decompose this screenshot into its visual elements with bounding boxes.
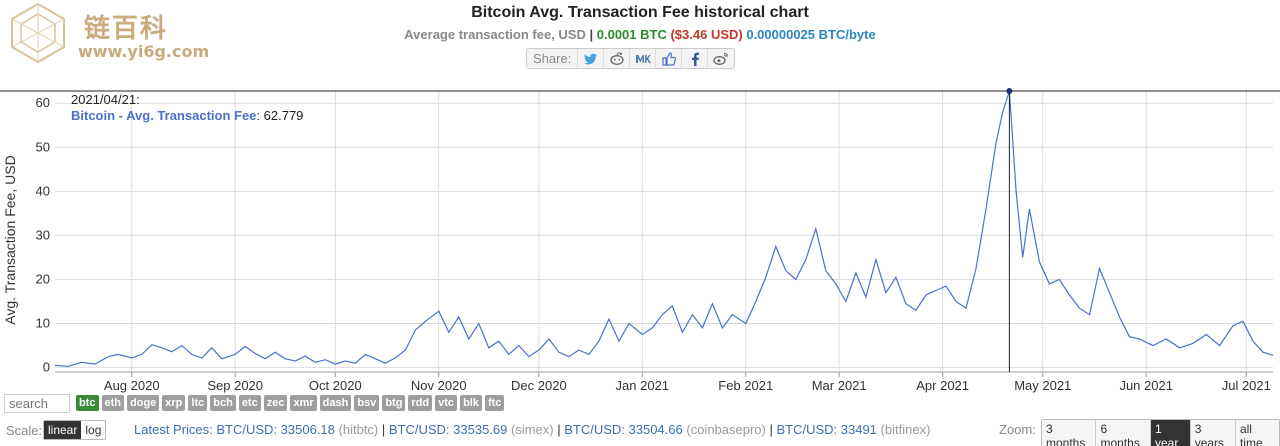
weibo-icon[interactable] — [708, 49, 734, 68]
x-tick-label: May 2021 — [1014, 378, 1071, 393]
vk-icon[interactable] — [630, 49, 657, 68]
facebook-icon[interactable] — [682, 49, 709, 68]
x-tick-label: Feb 2021 — [718, 378, 773, 393]
share-label: Share: — [527, 49, 579, 68]
coin-btc[interactable]: btc — [76, 395, 99, 411]
fee-line-chart[interactable]: 0 10 20 30 40 50 60 Aug 2020 Sep 2020 Oct 2020 No… — [0, 80, 1280, 396]
reddit-icon[interactable] — [604, 49, 631, 68]
zoom-label: Zoom: — [999, 422, 1036, 437]
series-line-avg-fee — [54, 90, 1274, 367]
price-exchange: (hitbtc) — [338, 422, 379, 437]
coin-vtc[interactable]: vtc — [435, 395, 458, 411]
logo-text: 链百科 — [84, 14, 169, 44]
zoom-toggle: 3 months 6 months 1 year 3 years all time — [1041, 419, 1280, 446]
tooltip-date: 2021/04/21: — [71, 92, 140, 107]
price-pair[interactable]: BTC/USD: 33491 — [776, 422, 877, 437]
y-axis-ticks: 0 10 20 30 40 50 60 — [36, 95, 50, 374]
price-separator: | — [378, 422, 389, 437]
y-tick-label: 50 — [36, 139, 50, 154]
prices-label: Latest Prices: — [134, 422, 213, 437]
scale-label: Scale: — [6, 423, 43, 438]
price-exchange: (coinbasepro) — [686, 422, 766, 437]
x-tick-label: Jan 2021 — [616, 378, 670, 393]
x-tick-label: Oct 2020 — [309, 378, 362, 393]
x-tick-label: Apr 2021 — [916, 378, 969, 393]
site-logo[interactable]: 链百科 www.yi6g.com — [6, 2, 210, 64]
tooltip-value: 62.779 — [264, 108, 304, 123]
coin-btg[interactable]: btg — [382, 395, 406, 411]
coin-rdd[interactable]: rdd — [408, 395, 433, 411]
price-separator: | — [553, 422, 565, 437]
coin-ftc[interactable]: ftc — [484, 395, 505, 411]
coin-etc[interactable]: etc — [238, 395, 261, 411]
zoom-option-6-months[interactable]: 6 months — [1096, 420, 1151, 446]
subtitle-prefix: Average transaction fee, USD — [404, 27, 586, 42]
x-tick-label: Sep 2020 — [207, 378, 263, 393]
chart-subtitle: Average transaction fee, USD | 0.0001 BT… — [0, 27, 1280, 42]
twitter-icon[interactable] — [578, 49, 605, 68]
x-tick-label: Mar 2021 — [812, 378, 867, 393]
y-tick-label: 30 — [36, 227, 50, 242]
x-tick-label: Nov 2020 — [411, 378, 467, 393]
y-tick-label: 20 — [36, 271, 50, 286]
logo-icon — [11, 2, 65, 64]
scale-option-linear[interactable]: linear — [44, 421, 82, 439]
crosshair — [0, 87, 1280, 372]
zoom-option-3-months[interactable]: 3 months — [1042, 420, 1097, 446]
subtitle-sep: | — [585, 27, 597, 42]
subtitle-btc: 0.0001 BTC — [596, 27, 667, 42]
chart-grid — [55, 90, 1273, 377]
coin-xrp[interactable]: xrp — [162, 395, 186, 411]
coin-blk[interactable]: blk — [460, 395, 482, 411]
x-tick-label: Jul 2021 — [1222, 378, 1271, 393]
chart-title: Bitcoin Avg. Transaction Fee historical … — [471, 4, 809, 21]
subtitle-usd: ($3.46 USD) — [670, 27, 743, 42]
coin-selector: btc eth doge xrp ltc bch etc zec xmr dash bsv btg rd… — [76, 395, 505, 411]
tooltip-line: Bitcoin - Avg. Transaction Fee: 62.779 — [71, 108, 303, 123]
y-tick-label: 0 — [43, 360, 50, 375]
crosshair-point — [1006, 87, 1013, 94]
price-pair[interactable]: BTC/USD: 33535.69 — [388, 422, 508, 437]
y-tick-label: 10 — [36, 316, 50, 331]
price-pair[interactable]: BTC/USD: 33506.18 — [216, 422, 335, 437]
price-exchange: (bitfinex) — [880, 422, 931, 437]
price-separator: | — [765, 422, 777, 437]
y-tick-label: 40 — [36, 183, 50, 198]
coin-bch[interactable]: bch — [210, 395, 236, 411]
coin-zec[interactable]: zec — [263, 395, 288, 411]
x-tick-label: Aug 2020 — [104, 378, 160, 393]
subtitle-perbyte: 0.00000025 BTC/byte — [746, 27, 876, 42]
latest-prices: Latest Prices: BTC/USD: 33506.18 (hitbtc… — [134, 422, 930, 437]
price-exchange: (simex) — [511, 422, 554, 437]
coin-eth[interactable]: eth — [101, 395, 124, 411]
coin-bsv[interactable]: bsv — [354, 395, 380, 411]
zoom-option-3-years[interactable]: 3 years — [1190, 420, 1236, 446]
scale-option-log[interactable]: log — [85, 423, 102, 437]
like-icon[interactable] — [656, 49, 683, 68]
coin-ltc[interactable]: ltc — [188, 395, 208, 411]
zoom-option-1-year[interactable]: 1 year — [1150, 420, 1191, 446]
coin-doge[interactable]: doge — [127, 395, 160, 411]
search-input[interactable] — [4, 394, 70, 413]
price-pair[interactable]: BTC/USD: 33504.66 — [564, 422, 683, 437]
y-axis-label: Avg. Transaction Fee, USD — [2, 155, 18, 324]
scale-toggle: linear log — [43, 420, 107, 440]
tooltip-series: Bitcoin - Avg. Transaction Fee — [71, 108, 256, 123]
zoom-option-all-time[interactable]: all time — [1235, 420, 1279, 446]
logo-url: www.yi6g.com — [78, 42, 210, 61]
coin-xmr[interactable]: xmr — [290, 395, 317, 411]
x-tick-label: Dec 2020 — [511, 378, 567, 393]
x-tick-label: Jun 2021 — [1119, 378, 1173, 393]
coin-dash[interactable]: dash — [319, 395, 352, 411]
share-bar: Share: — [526, 48, 736, 69]
x-axis-ticks: Aug 2020 Sep 2020 Oct 2020 Nov 2020 Dec 2020… — [104, 378, 1271, 393]
y-tick-label: 60 — [36, 95, 50, 110]
